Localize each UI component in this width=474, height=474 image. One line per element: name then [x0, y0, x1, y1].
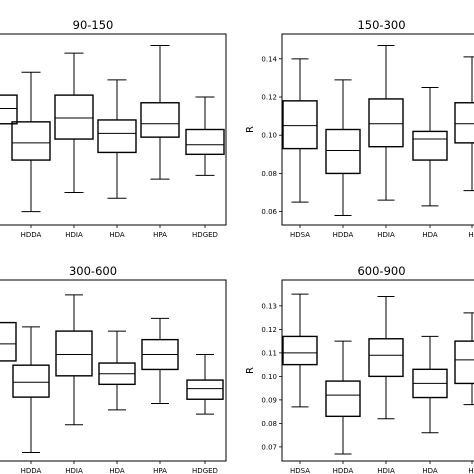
panel-title: 300-600 [69, 264, 117, 278]
x-tick-label: HDDA [21, 231, 42, 239]
iqr-box [97, 119, 137, 154]
iqr-box [11, 121, 51, 161]
y-tick-label: 0.11 [261, 349, 277, 357]
y-tick-label: 0.10 [261, 132, 277, 140]
iqr-box [0, 321, 17, 362]
x-tick-label: HDDA [21, 467, 42, 474]
x-tick-label: HDIA [377, 231, 395, 239]
iqr-box [140, 102, 180, 138]
y-tick-label: 0.12 [261, 94, 277, 102]
panel-1: 90-150 HDDA HDIA HDA HPA HDGED [0, 18, 227, 239]
x-tick-label: HDGED [192, 467, 218, 474]
iqr-box [325, 380, 361, 418]
iqr-box [412, 130, 448, 161]
iqr-box [54, 94, 94, 140]
iqr-box [454, 340, 474, 385]
x-tick-label: HPA [153, 467, 167, 474]
y-tick-label: 0.12 [261, 326, 277, 334]
y-axis-label: R [245, 367, 256, 374]
axes-frame [0, 279, 227, 462]
x-tick-label: HDIA [65, 231, 83, 239]
panel-4: 600-900 HDSA HDDA HDIA HDA HI 0.07 0.08 0.09 0.10… [245, 264, 474, 474]
y-tick-label: 0.10 [261, 373, 277, 381]
panel-title: 150-300 [357, 18, 405, 32]
x-tick-label: HI [468, 231, 474, 239]
iqr-box [325, 128, 361, 175]
y-axis-label: R [245, 126, 256, 133]
x-tick-label: HDSA [290, 467, 310, 474]
iqr-box [185, 128, 225, 156]
x-tick-label: HDA [422, 231, 438, 239]
panel-2: 150-300 HDSA HDDA HDIA HDA HI 0.06 0.08 0.10 0.12… [245, 18, 474, 239]
x-tick-label: HI [468, 467, 474, 474]
x-tick-label: HDGED [192, 231, 218, 239]
panel-title: 90-150 [73, 18, 114, 32]
x-tick-label: HDIA [65, 467, 83, 474]
y-tick-label: 0.09 [261, 396, 277, 404]
iqr-box [368, 98, 404, 148]
panel-3: 300-600 HDDA HDIA HDA HPA HDGED [0, 264, 227, 474]
axes-frame [0, 33, 227, 226]
iqr-box [55, 330, 93, 377]
axes-frame [281, 33, 474, 226]
x-tick-label: HPA [153, 231, 167, 239]
panel-title: 600-900 [357, 264, 405, 278]
y-tick-label: 0.06 [261, 208, 277, 216]
iqr-box [282, 335, 318, 366]
y-tick-label: 0.14 [261, 55, 277, 63]
axes-frame [281, 279, 474, 462]
iqr-box [186, 379, 224, 400]
iqr-box [0, 94, 18, 125]
x-tick-label: HDDA [333, 467, 354, 474]
y-tick-label: 0.08 [261, 420, 277, 428]
x-tick-label: HDA [422, 467, 438, 474]
iqr-box [454, 102, 474, 144]
iqr-box [12, 364, 50, 398]
y-tick-label: 0.13 [261, 302, 277, 310]
iqr-box [282, 100, 318, 150]
x-tick-label: HDA [109, 467, 125, 474]
y-tick-label: 0.07 [261, 443, 277, 451]
x-tick-label: HDA [109, 231, 125, 239]
x-tick-label: HDSA [290, 231, 310, 239]
iqr-box [368, 338, 404, 378]
y-tick-label: 0.08 [261, 170, 277, 178]
x-tick-label: HDIA [377, 467, 395, 474]
x-tick-label: HDDA [333, 231, 354, 239]
